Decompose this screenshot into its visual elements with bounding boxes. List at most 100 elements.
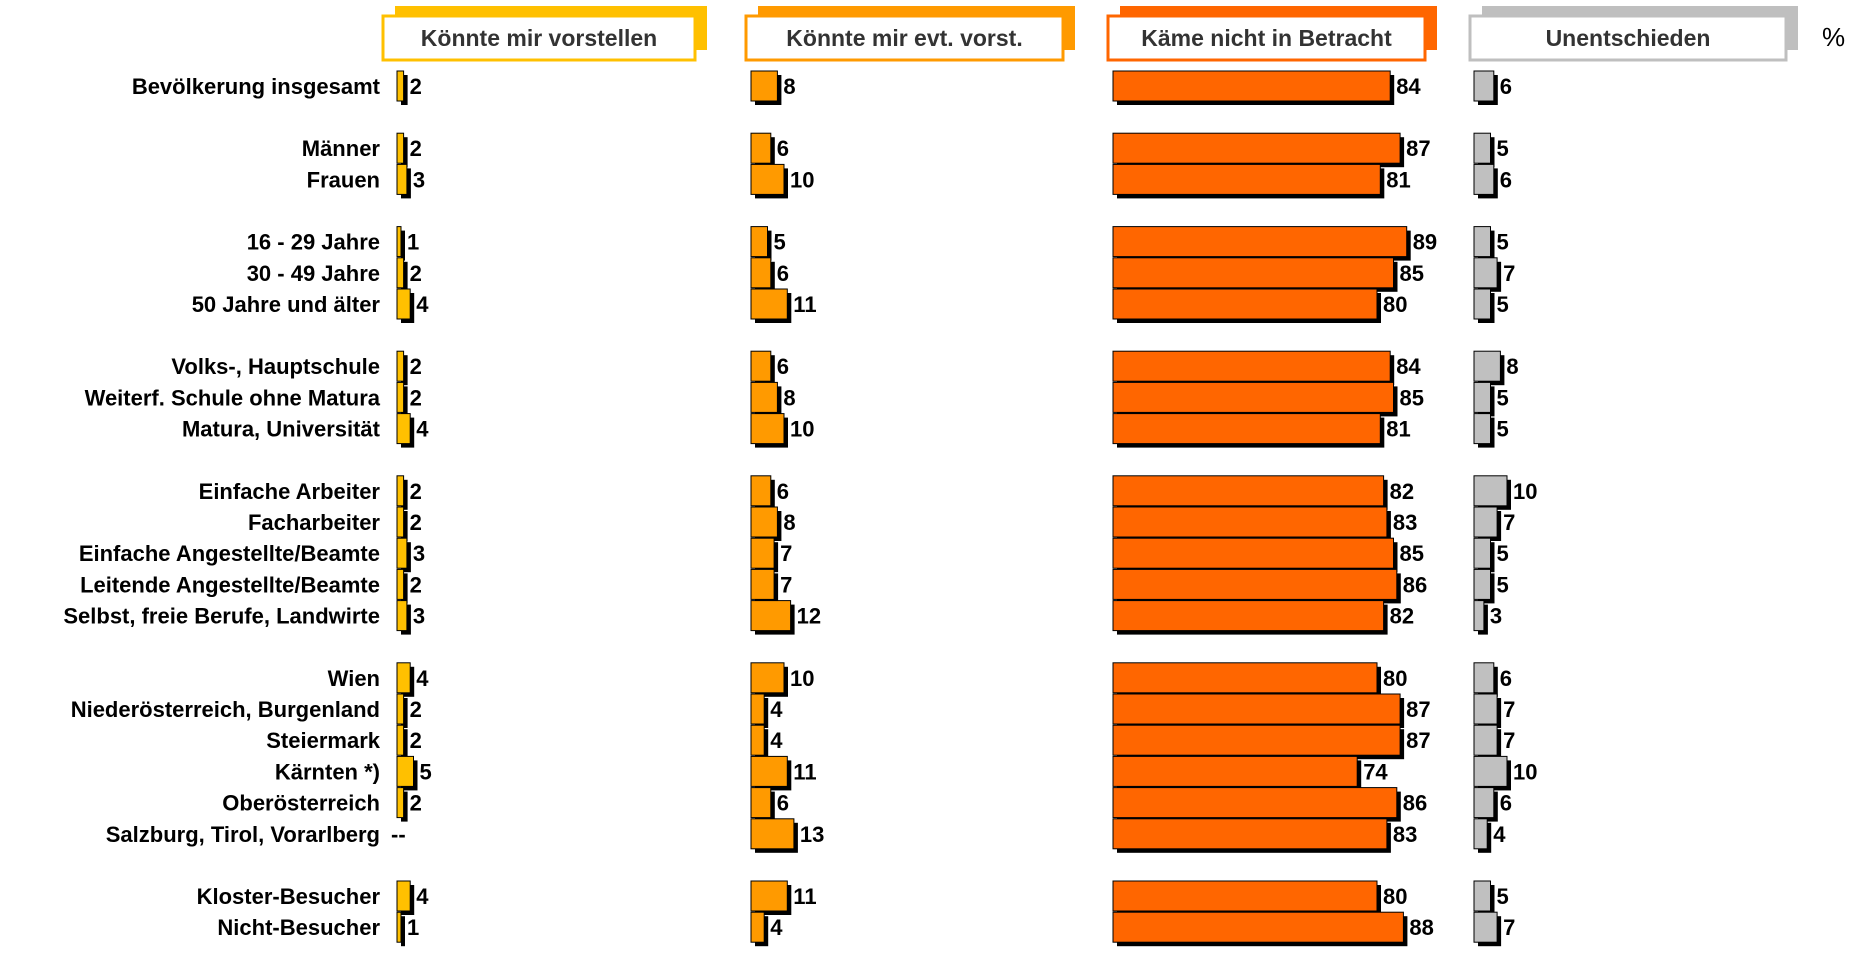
value-label-unentschieden: 7 — [1503, 697, 1515, 722]
row-label: Nicht-Besucher — [217, 915, 380, 940]
bar-unentschieden — [1473, 880, 1491, 912]
value-label-evt: 10 — [790, 167, 814, 192]
value-label-nicht: 81 — [1386, 417, 1410, 442]
bar-evt — [750, 662, 785, 694]
header-label-nicht: Käme nicht in Betracht — [1141, 25, 1392, 51]
value-label-unentschieden: 10 — [1513, 759, 1537, 784]
row-label: Wien — [328, 666, 380, 691]
bar-shadow-vorstellen — [401, 75, 408, 105]
value-label-evt: 8 — [783, 385, 795, 410]
value-label-unentschieden: 7 — [1503, 510, 1515, 535]
unit-label: % — [1822, 22, 1845, 52]
row-label: 50 Jahre und älter — [192, 292, 381, 317]
value-label-nicht: 83 — [1393, 822, 1417, 847]
bar-shadow-vorstellen — [401, 230, 405, 261]
bar-vorstellen — [396, 787, 405, 819]
value-label-vorstellen: 2 — [410, 510, 422, 535]
value-label-nicht: 87 — [1406, 697, 1430, 722]
bar-nicht — [1112, 662, 1378, 694]
value-label-evt: 6 — [777, 136, 789, 161]
value-label-evt: 10 — [790, 666, 814, 691]
bar-vorstellen — [396, 880, 411, 912]
value-label-unentschieden: 7 — [1503, 728, 1515, 753]
bar-unentschieden — [1473, 506, 1498, 538]
bar-evt — [750, 880, 788, 912]
bar-vorstellen — [396, 568, 405, 600]
row-label: 16 - 29 Jahre — [247, 230, 380, 255]
bar-evt — [750, 911, 765, 943]
bar-vorstellen — [396, 600, 408, 632]
bar-unentschieden — [1473, 350, 1501, 382]
value-label-unentschieden: 5 — [1497, 417, 1509, 442]
header-label-evt: Könnte mir evt. vorst. — [786, 25, 1022, 51]
bar-unentschieden — [1473, 568, 1491, 600]
bar-vorstellen — [396, 537, 408, 569]
bar-unentschieden — [1473, 381, 1491, 413]
value-label-nicht: 83 — [1393, 510, 1417, 535]
bar-unentschieden — [1473, 600, 1485, 632]
row-label: Weiterf. Schule ohne Matura — [85, 385, 381, 410]
row-label: 30 - 49 Jahre — [247, 261, 380, 286]
value-label-evt: 11 — [793, 884, 816, 909]
value-label-vorstellen: -- — [391, 822, 406, 847]
bar-vorstellen — [396, 381, 405, 413]
value-label-evt: 8 — [783, 74, 795, 99]
value-label-vorstellen: 2 — [410, 791, 422, 816]
value-label-nicht: 86 — [1403, 572, 1427, 597]
value-label-nicht: 82 — [1390, 604, 1414, 629]
value-label-vorstellen: 3 — [413, 541, 425, 566]
bar-nicht — [1112, 787, 1398, 819]
header-label-unentschieden: Unentschieden — [1546, 25, 1711, 51]
bar-evt — [750, 600, 792, 632]
bar-shadow-vorstellen — [401, 916, 405, 947]
value-label-unentschieden: 5 — [1497, 136, 1509, 161]
value-label-vorstellen: 2 — [410, 74, 422, 99]
bar-evt — [750, 163, 785, 195]
bar-unentschieden — [1473, 132, 1491, 164]
value-label-vorstellen: 4 — [416, 666, 429, 691]
row-label: Volks-, Hauptschule — [171, 354, 380, 379]
row-label: Niederösterreich, Burgenland — [71, 697, 380, 722]
bar-vorstellen — [396, 288, 411, 320]
value-label-unentschieden: 10 — [1513, 479, 1537, 504]
value-label-nicht: 80 — [1383, 292, 1407, 317]
value-label-evt: 4 — [770, 697, 783, 722]
header-label-vorstellen: Könnte mir vorstellen — [421, 25, 657, 51]
value-label-vorstellen: 5 — [420, 759, 432, 784]
value-label-vorstellen: 2 — [410, 728, 422, 753]
bar-vorstellen — [396, 226, 402, 258]
bar-shadow-vorstellen — [401, 729, 408, 760]
row-label: Oberösterreich — [222, 791, 380, 816]
bar-unentschieden — [1473, 724, 1498, 756]
bar-vorstellen — [396, 257, 405, 289]
value-label-vorstellen: 2 — [410, 385, 422, 410]
bar-nicht — [1112, 163, 1381, 195]
value-label-nicht: 80 — [1383, 666, 1407, 691]
header-box-vorstellen — [381, 14, 697, 62]
value-label-evt: 11 — [793, 292, 816, 317]
bar-nicht — [1112, 911, 1404, 943]
value-label-evt: 11 — [793, 759, 816, 784]
header-box-unentschieden — [1468, 14, 1788, 62]
bar-nicht — [1112, 693, 1401, 725]
value-label-evt: 4 — [770, 915, 783, 940]
bar-evt — [750, 568, 775, 600]
header-box-nicht — [1106, 14, 1427, 62]
value-label-unentschieden: 5 — [1497, 572, 1509, 597]
value-label-vorstellen: 4 — [416, 292, 429, 317]
bar-shadow-vorstellen — [401, 261, 408, 292]
value-label-evt: 6 — [777, 791, 789, 816]
bar-vorstellen — [396, 506, 405, 538]
value-label-nicht: 85 — [1400, 541, 1424, 566]
bar-evt — [750, 381, 778, 413]
value-label-evt: 7 — [780, 541, 792, 566]
value-label-unentschieden: 5 — [1497, 292, 1509, 317]
bar-unentschieden — [1473, 163, 1495, 195]
value-label-unentschieden: 6 — [1500, 666, 1512, 691]
row-label: Leitende Angestellte/Beamte — [80, 572, 380, 597]
value-label-evt: 8 — [783, 510, 795, 535]
value-label-nicht: 84 — [1396, 74, 1421, 99]
bar-unentschieden — [1473, 257, 1498, 289]
bar-vorstellen — [396, 413, 411, 445]
bar-unentschieden — [1473, 911, 1498, 943]
